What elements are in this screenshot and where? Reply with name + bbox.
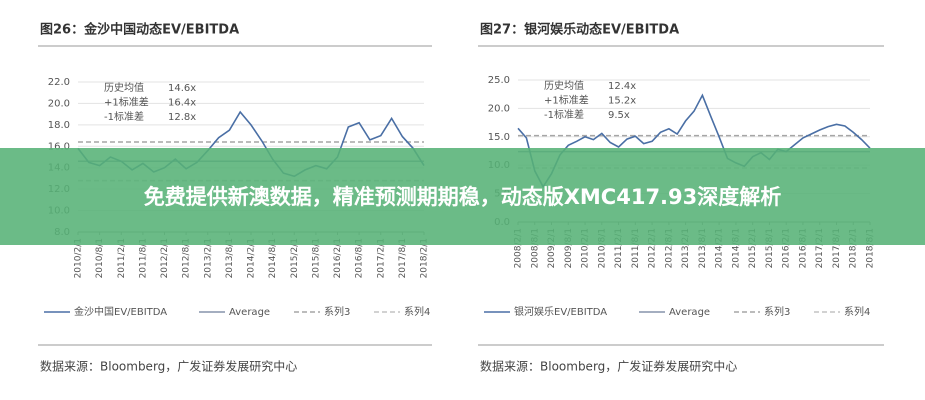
legend-label: Average xyxy=(669,307,710,318)
x-tick-label: 2013/8/1 xyxy=(698,228,708,268)
x-tick-label: 2010/8/1 xyxy=(597,228,607,268)
x-tick-label: 2012/2/1 xyxy=(160,238,170,278)
x-tick-label: 2010/8/1 xyxy=(95,238,105,278)
y-tick-label: 16.0 xyxy=(48,141,70,152)
x-tick-label: 2014/2/1 xyxy=(247,238,257,278)
x-tick-label: 2014/8/1 xyxy=(268,238,278,278)
x-tick-label: 2011/8/1 xyxy=(138,238,148,278)
annotation-value: 15.2x xyxy=(608,96,636,107)
x-tick-label: 2017/2/1 xyxy=(376,238,386,278)
x-tick-label: 2008/2/1 xyxy=(514,228,524,268)
annotation-label: +1标准差 xyxy=(544,94,589,107)
x-tick-label: 2015/2/1 xyxy=(290,238,300,278)
x-tick-label: 2017/8/1 xyxy=(398,238,408,278)
legend-label: 系列4 xyxy=(404,305,430,318)
x-tick-label: 2009/2/1 xyxy=(547,228,557,268)
x-tick-label: 2012/8/1 xyxy=(182,238,192,278)
legend-label: 金沙中国EV/EBITDA xyxy=(74,305,167,318)
y-tick-label: 18.0 xyxy=(48,120,70,131)
x-tick-label: 2015/2/1 xyxy=(748,228,758,268)
legend-label: 系列4 xyxy=(844,305,870,318)
annotation-value: 12.8x xyxy=(168,112,196,123)
chart-title: 图27：银河娱乐动态EV/EBITDA xyxy=(480,22,679,38)
annotation-value: 14.6x xyxy=(168,83,196,94)
x-tick-label: 2013/8/1 xyxy=(225,238,235,278)
x-tick-label: 2017/2/1 xyxy=(815,228,825,268)
annotation-value: 9.5x xyxy=(608,110,630,121)
x-tick-label: 2013/2/1 xyxy=(681,228,691,268)
x-tick-label: 2011/2/1 xyxy=(614,228,624,268)
x-tick-label: 2012/2/1 xyxy=(648,228,658,268)
annotation-value: 12.4x xyxy=(608,81,636,92)
y-tick-label: 20.0 xyxy=(48,98,70,109)
x-tick-label: 2017/8/1 xyxy=(832,228,842,268)
annotation-value: 16.4x xyxy=(168,98,196,109)
data-line xyxy=(517,93,871,189)
x-tick-label: 2012/8/1 xyxy=(664,228,674,268)
source: 数据来源：Bloomberg，广发证券发展研究中心 xyxy=(40,359,297,374)
x-tick-label: 2016/2/1 xyxy=(333,238,343,278)
x-tick-label: 2011/8/1 xyxy=(631,228,641,268)
y-tick-label: 15.0 xyxy=(488,132,510,143)
legend-label: 系列3 xyxy=(324,305,350,318)
legend-label: 系列3 xyxy=(764,305,790,318)
x-tick-label: 2014/8/1 xyxy=(731,228,741,268)
legend-label: Average xyxy=(229,307,270,318)
x-tick-label: 2013/2/1 xyxy=(203,238,213,278)
x-tick-label: 2018/8/1 xyxy=(866,228,876,268)
annotation-label: -1标准差 xyxy=(544,108,584,121)
chart-title: 图26：金沙中国动态EV/EBITDA xyxy=(40,22,239,38)
x-tick-label: 2015/8/1 xyxy=(765,228,775,268)
x-tick-label: 2016/8/1 xyxy=(798,228,808,268)
banner: 免费提供新澳数据，精准预测期期稳，动态版XMC417.93深度解析 xyxy=(0,148,925,245)
annotation-label: 历史均值 xyxy=(544,79,584,92)
y-tick-label: 20.0 xyxy=(488,103,510,114)
x-tick-label: 2016/8/1 xyxy=(355,238,365,278)
x-tick-label: 2011/2/1 xyxy=(117,238,127,278)
x-tick-label: 2009/8/1 xyxy=(564,228,574,268)
x-tick-label: 2010/2/1 xyxy=(74,238,84,278)
y-tick-label: 25.0 xyxy=(488,75,510,86)
legend-label: 银河娱乐EV/EBITDA xyxy=(514,305,607,318)
banner-text: 免费提供新澳数据，精准预测期期稳，动态版XMC417.93深度解析 xyxy=(143,184,782,209)
x-tick-label: 2018/2/1 xyxy=(849,228,859,268)
x-tick-label: 2014/2/1 xyxy=(715,228,725,268)
y-tick-label: 22.0 xyxy=(48,77,70,88)
x-tick-label: 2016/2/1 xyxy=(782,228,792,268)
x-tick-label: 2010/2/1 xyxy=(581,228,591,268)
x-tick-label: 2015/8/1 xyxy=(311,238,321,278)
annotation-label: +1标准差 xyxy=(104,96,149,109)
x-tick-label: 2008/8/1 xyxy=(530,228,540,268)
source: 数据来源：Bloomberg，广发证券发展研究中心 xyxy=(480,359,737,374)
annotation-label: -1标准差 xyxy=(104,110,144,123)
x-tick-label: 2018/2/1 xyxy=(420,238,430,278)
annotation-label: 历史均值 xyxy=(104,81,144,94)
